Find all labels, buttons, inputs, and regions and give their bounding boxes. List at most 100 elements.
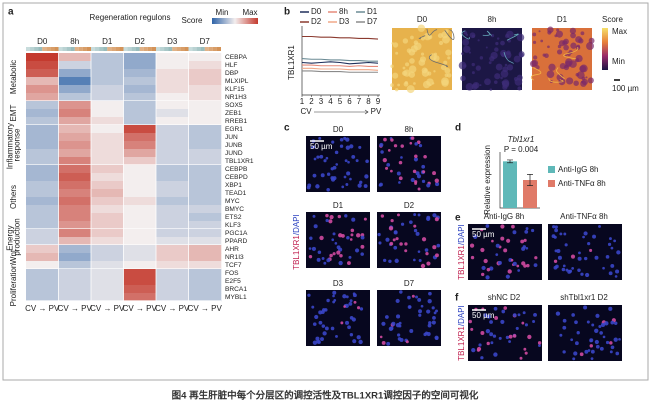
nucleus [414, 142, 418, 146]
nucleus [512, 313, 517, 317]
heat-cell [58, 261, 92, 270]
heat-cell [188, 157, 222, 166]
heat-cell [58, 157, 92, 166]
gene-label: TBL1XR1 [225, 158, 254, 165]
group-label: Others [9, 185, 18, 209]
nucleus [316, 155, 320, 159]
map-texture [460, 75, 466, 82]
nucleus [589, 344, 593, 348]
heat-cell [91, 149, 124, 158]
nucleus [483, 258, 488, 264]
error-bar [527, 174, 533, 186]
heat-cell [91, 165, 124, 174]
heat-cell [58, 101, 92, 110]
nucleus [307, 293, 311, 297]
nucleus [494, 316, 499, 320]
zone-strip [180, 47, 185, 51]
nucleus [498, 336, 502, 340]
heat-cell [123, 77, 157, 86]
nucleus [389, 326, 394, 331]
nucleus [389, 169, 393, 173]
nucleus [349, 316, 354, 320]
nucleus [409, 141, 413, 145]
nucleus [523, 347, 527, 351]
chart-title: Tbl1xr1 [508, 135, 535, 144]
heat-cell [91, 133, 124, 142]
map-texture [440, 64, 447, 71]
nucleus [325, 218, 329, 223]
nucleus [489, 332, 494, 337]
heat-cell [26, 261, 59, 270]
heat-cell [26, 53, 59, 62]
nucleus [388, 226, 394, 231]
heat-cell [188, 293, 222, 302]
nucleus [405, 340, 409, 344]
nucleus [352, 293, 357, 298]
heat-cell [123, 93, 157, 102]
map-texture [538, 30, 541, 33]
nucleus [410, 177, 415, 183]
map-texture [397, 83, 401, 87]
nucleus [521, 321, 525, 325]
nucleus [562, 325, 567, 330]
nucleus [339, 144, 344, 148]
map-texture [441, 77, 449, 86]
nucleus [418, 313, 422, 317]
heat-cell [26, 157, 59, 166]
nucleus [390, 138, 394, 142]
nucleus [505, 274, 510, 279]
zone-strip [192, 47, 197, 51]
heat-cell [188, 173, 222, 182]
map-texture [570, 42, 577, 49]
colorbar [212, 18, 258, 24]
nucleus [532, 320, 536, 324]
heat-cell [123, 125, 157, 134]
map-texture [587, 77, 594, 84]
nucleus [409, 220, 413, 225]
heat-cell [58, 189, 92, 198]
legend-label: 8h [339, 7, 348, 16]
gene-label: XBP1 [225, 182, 242, 189]
heat-cell [156, 285, 189, 294]
heat-cell [26, 221, 59, 230]
zone-strip [176, 47, 181, 51]
nucleus [480, 331, 485, 335]
heat-cell [123, 261, 157, 270]
zone-strip [119, 47, 124, 51]
nucleus [398, 176, 403, 181]
nucleus [404, 242, 408, 246]
zone-strip [46, 47, 51, 51]
map-texture [463, 30, 468, 35]
map-texture [463, 45, 471, 53]
heat-cell [188, 285, 222, 294]
colorbar [602, 28, 608, 70]
gene-label: TCF7 [225, 262, 242, 269]
heat-cell [91, 229, 124, 238]
gene-label: ZEB1 [225, 110, 242, 117]
nucleus [345, 145, 351, 150]
nucleus [515, 326, 519, 330]
nucleus [427, 298, 432, 304]
nucleus [377, 232, 381, 237]
gene-label: JUND [225, 150, 243, 157]
nucleus [512, 261, 517, 266]
heat-cell [156, 117, 189, 126]
group-label: Inflammatory response [6, 121, 22, 169]
nucleus [308, 247, 312, 250]
nucleus [382, 157, 387, 163]
heat-cell [58, 149, 92, 158]
map-texture [462, 38, 470, 46]
map-title: 8h [488, 15, 497, 24]
nucleus [356, 233, 361, 238]
group-label-line: production [13, 218, 22, 255]
nucleus [426, 309, 431, 314]
heat-cell [26, 69, 59, 78]
nucleus [387, 149, 391, 152]
nucleus [413, 157, 419, 162]
nucleus [332, 232, 336, 236]
nucleus [396, 171, 401, 176]
nucleus [600, 322, 606, 327]
zone-strip [184, 47, 189, 51]
heat-cell [26, 285, 59, 294]
nucleus [381, 340, 386, 345]
